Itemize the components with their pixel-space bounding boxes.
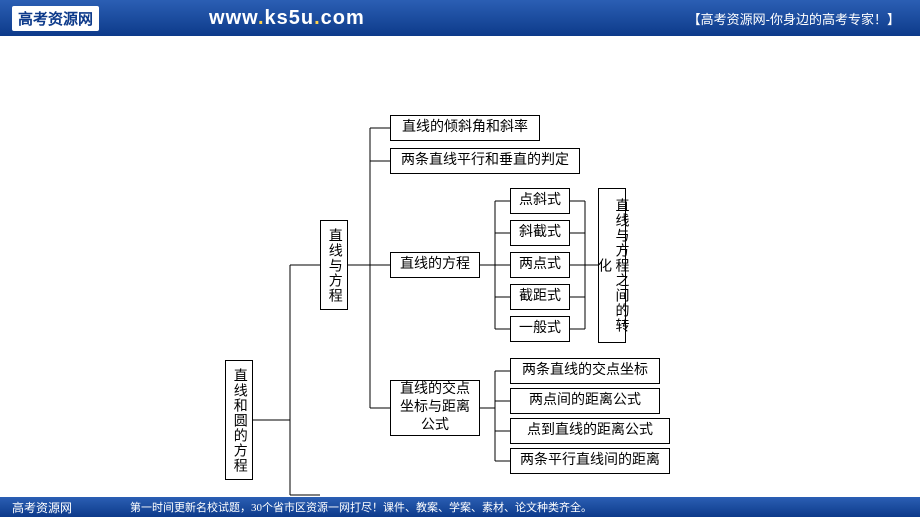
node-intersection-distance: 直线的交点坐标与距离公式 — [390, 380, 480, 436]
header-bar: 高考资源网 www.ks5u.com 【高考资源网-你身边的高考专家！】 — [0, 0, 920, 36]
footer-label: 高考资源网 — [12, 499, 72, 516]
node-form-1: 斜截式 — [510, 220, 570, 246]
node-incline-slope: 直线的倾斜角和斜率 — [390, 115, 540, 141]
node-int-0: 两条直线的交点坐标 — [510, 358, 660, 384]
node-branch1: 直线与方程 — [320, 220, 348, 310]
node-form-2: 两点式 — [510, 252, 570, 278]
node-transform-side: 直线与方程之间的转化 — [598, 188, 626, 343]
node-parallel-perp: 两条直线平行和垂直的判定 — [390, 148, 580, 174]
node-int-2: 点到直线的距离公式 — [510, 418, 670, 444]
node-line-equation: 直线的方程 — [390, 252, 480, 278]
node-int-3: 两条平行直线间的距离 — [510, 448, 670, 474]
node-root: 直线和圆的方程 — [225, 360, 253, 480]
tagline: 【高考资源网-你身边的高考专家！】 — [688, 9, 900, 28]
tree-diagram: 直线和圆的方程 直线与方程 直线的倾斜角和斜率 两条直线平行和垂直的判定 直线的… — [0, 60, 920, 497]
footer-bar: 高考资源网 第一时间更新名校试题，30个省市区资源一网打尽！课件、教案、学案、素… — [0, 497, 920, 517]
node-form-3: 截距式 — [510, 284, 570, 310]
footer-text: 第一时间更新名校试题，30个省市区资源一网打尽！课件、教案、学案、素材、论文种类… — [130, 499, 592, 515]
site-url: www.ks5u.com — [209, 7, 365, 30]
node-form-4: 一般式 — [510, 316, 570, 342]
logo: 高考资源网 — [12, 6, 99, 31]
node-form-0: 点斜式 — [510, 188, 570, 214]
node-int-1: 两点间的距离公式 — [510, 388, 660, 414]
